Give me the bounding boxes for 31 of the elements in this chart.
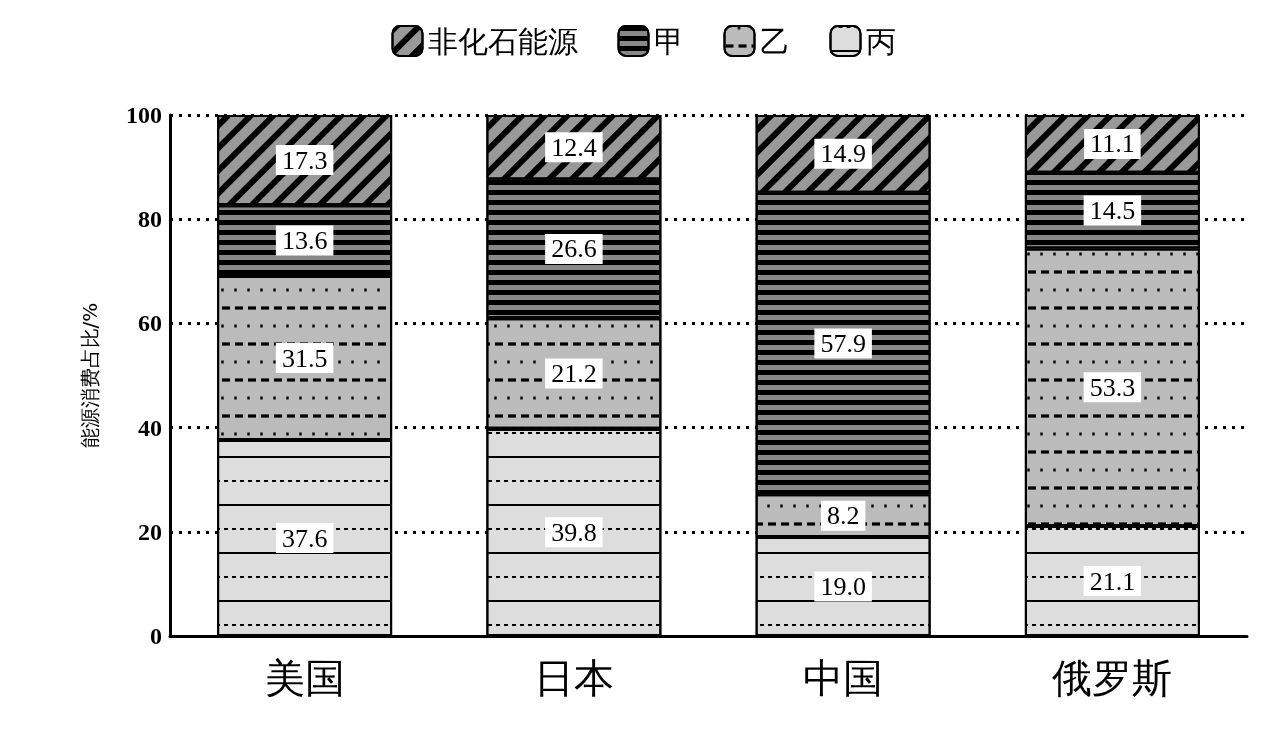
legend-label: 丙 [865,23,896,59]
data-label: 11.1 [1090,129,1135,159]
data-label: 57.9 [820,328,866,358]
y-tick-label: 80 [138,206,162,233]
data-label: 17.3 [281,145,328,175]
data-label: 31.5 [281,343,328,373]
legend-label: 甲 [653,23,684,59]
data-label: 37.6 [281,523,328,553]
y-tick-label: 100 [126,102,162,128]
y-tick-label: 0 [150,623,162,649]
legend-label: 乙 [759,23,790,59]
y-tick-label: 20 [138,518,162,545]
data-label: 19.0 [820,572,866,602]
data-label: 8.2 [826,501,860,531]
x-tick-label: 日本 [533,655,614,701]
data-label: 14.5 [1089,196,1136,226]
y-tick-label: 60 [138,310,162,337]
data-label: 26.6 [551,234,597,264]
data-label: 14.9 [820,139,866,169]
x-tick-label: 美国 [264,655,345,701]
data-label: 13.6 [281,226,328,256]
y-tick-label: 40 [138,414,162,441]
x-tick-label: 中国 [803,655,884,701]
data-label: 12.4 [551,132,597,162]
x-tick-label: 俄罗斯 [1052,655,1173,701]
data-label: 21.2 [551,358,597,388]
legend-label: 非化石能源 [427,23,578,59]
data-label: 53.3 [1089,372,1136,402]
data-label: 39.8 [551,517,597,547]
y-axis-title: 能源消费占比/% [78,302,102,449]
data-label: 21.1 [1089,566,1136,596]
